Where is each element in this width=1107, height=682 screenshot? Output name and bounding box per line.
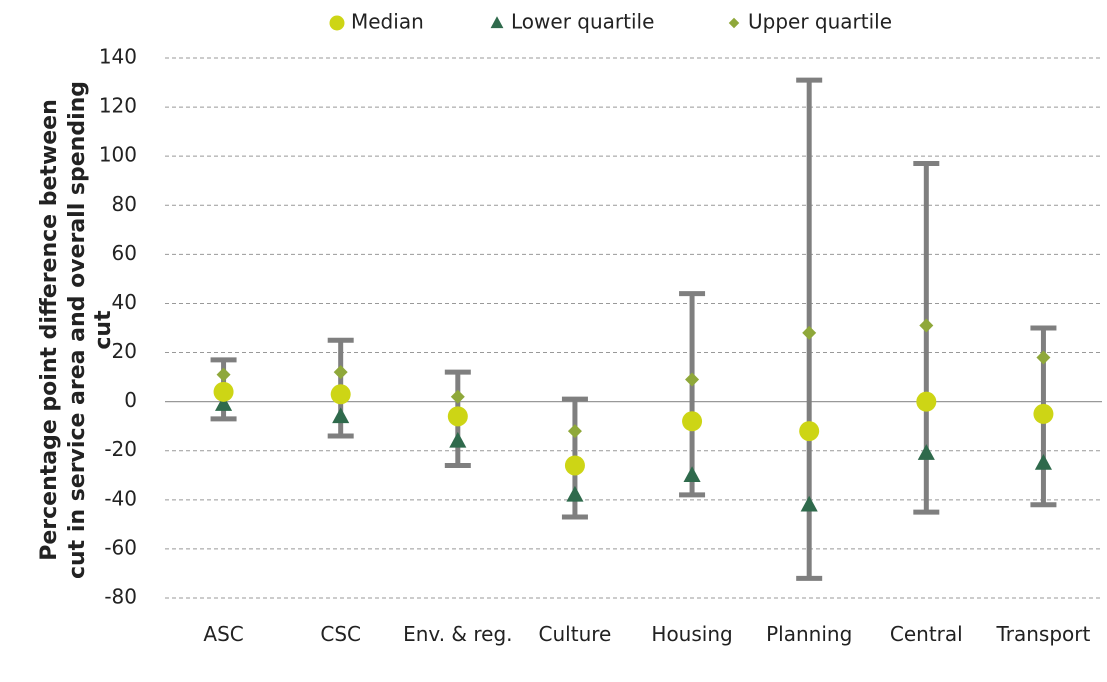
legend-marker xyxy=(728,17,740,29)
y-tick-label: 0 xyxy=(124,388,137,412)
y-tick-label: -40 xyxy=(104,486,137,510)
median-point xyxy=(682,411,703,432)
upper-quartile-point xyxy=(567,424,582,439)
lower-quartile-point xyxy=(917,444,935,460)
y-tick-label: 40 xyxy=(112,290,137,314)
legend-label: Lower quartile xyxy=(511,10,654,34)
upper-quartile-point xyxy=(1036,350,1051,365)
lower-quartile-point xyxy=(449,431,467,448)
lower-quartile-point xyxy=(1034,454,1052,470)
x-tick-label: Transport xyxy=(996,622,1091,646)
median-point xyxy=(447,406,468,427)
x-tick-label: Planning xyxy=(766,622,853,646)
upper-quartile-point xyxy=(919,318,934,333)
y-tick-label: -80 xyxy=(104,585,137,609)
lower-quartile-point xyxy=(215,395,233,411)
legend-marker xyxy=(329,15,345,31)
y-tick-label: 80 xyxy=(112,192,137,216)
x-tick-label: CSC xyxy=(320,622,361,646)
legend-marker xyxy=(490,16,504,29)
median-point xyxy=(564,455,585,476)
x-tick-label: Housing xyxy=(651,622,733,646)
y-tick-label: 20 xyxy=(112,339,137,363)
upper-quartile-point xyxy=(216,367,231,382)
x-tick-label: Env. & reg. xyxy=(403,622,513,646)
y-axis-label: cut xyxy=(91,310,116,350)
lower-quartile-point xyxy=(800,495,818,512)
upper-quartile-point xyxy=(685,372,700,387)
median-point xyxy=(916,391,937,412)
y-tick-label: 100 xyxy=(99,143,137,167)
y-tick-label: -20 xyxy=(104,437,137,461)
y-tick-label: 120 xyxy=(99,94,137,118)
x-tick-label: Culture xyxy=(538,622,612,646)
median-point xyxy=(213,381,234,402)
legend-label: Median xyxy=(351,10,424,34)
lower-quartile-point xyxy=(566,485,584,502)
y-axis-label: Percentage point difference between xyxy=(37,99,62,561)
legend-label: Upper quartile xyxy=(748,10,892,34)
x-tick-label: ASC xyxy=(203,622,244,646)
median-point xyxy=(330,384,351,405)
y-tick-label: -60 xyxy=(104,535,137,559)
lower-quartile-point xyxy=(683,466,701,483)
y-tick-label: 60 xyxy=(112,241,137,265)
x-tick-label: Central xyxy=(889,622,963,646)
lower-quartile-point xyxy=(332,407,350,424)
y-axis-label: cut in service area and overall spending xyxy=(65,81,90,579)
upper-quartile-point xyxy=(333,365,348,380)
median-point xyxy=(1033,403,1054,424)
upper-quartile-point xyxy=(450,389,465,404)
y-tick-label: 140 xyxy=(99,45,137,69)
median-point xyxy=(799,421,820,442)
upper-quartile-point xyxy=(802,325,817,340)
